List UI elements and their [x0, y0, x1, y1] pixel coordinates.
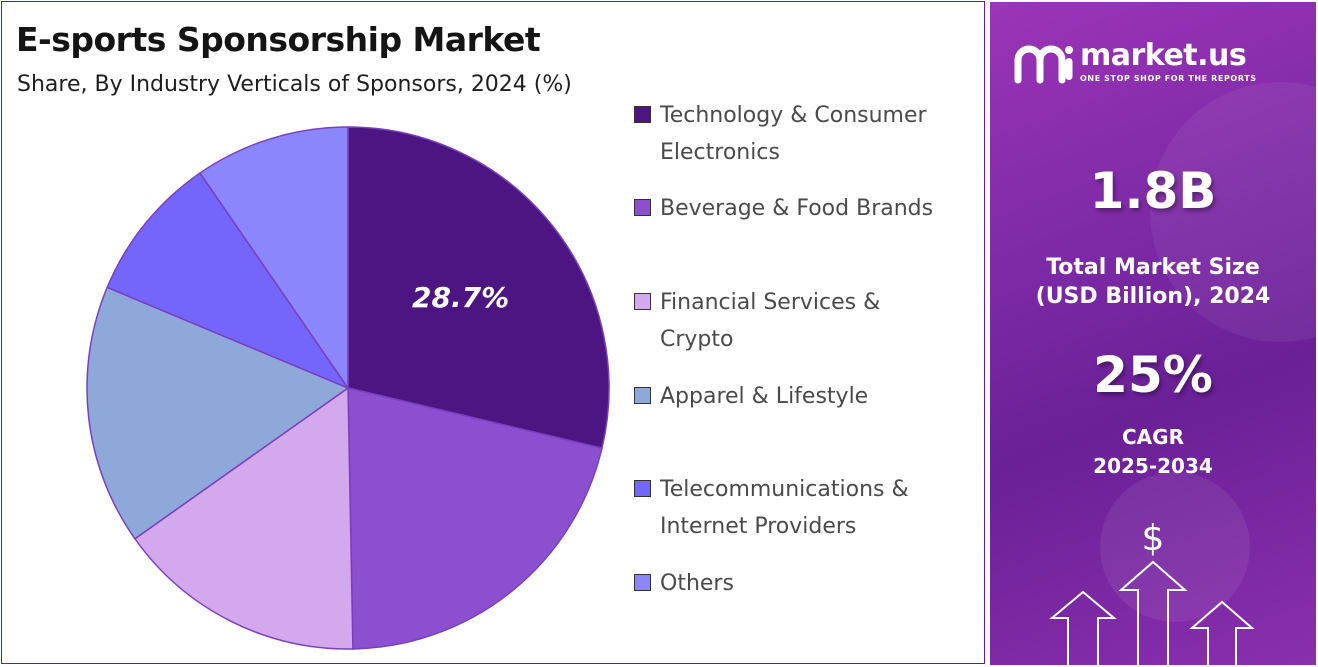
legend-swatch	[634, 106, 651, 123]
market-us-logo-icon	[1014, 45, 1073, 84]
legend-label: Telecommunications & Internet Providers	[660, 477, 909, 539]
legend-item-financial: Financial Services & Crypto	[634, 284, 930, 358]
pie-slice-5	[106, 172, 351, 390]
pie-slice-3	[133, 386, 354, 650]
legend-swatch	[634, 387, 651, 404]
pie-data-label: 28.7%	[412, 281, 509, 314]
market-size-label-line2: (USD Billion), 2024	[1035, 284, 1271, 309]
legend-label: Beverage & Food Brands	[660, 196, 934, 221]
brand-logo: market.us ONE STOP SHOP FOR THE REPORTS	[1012, 40, 1257, 84]
legend-label: Technology & Consumer Electronics	[660, 103, 927, 165]
legend-swatch	[634, 199, 651, 216]
background-glow	[1100, 472, 1250, 622]
legend-swatch	[634, 293, 651, 310]
chart-subtitle: Share, By Industry Verticals of Sponsors…	[17, 72, 572, 97]
cagr-value: 25%	[1093, 346, 1213, 404]
legend-item-technology: Technology & Consumer Electronics	[634, 97, 980, 171]
legend-item-others: Others	[634, 565, 980, 602]
market-size-value: 1.8B	[1089, 162, 1217, 220]
cagr-label-line1: CAGR	[1122, 425, 1184, 449]
pie-slice-2	[347, 387, 603, 650]
chart-title: E-sports Sponsorship Market	[16, 20, 541, 59]
legend-item-apparel: Apparel & Lifestyle	[634, 378, 980, 415]
legend-label: Financial Services & Crypto	[660, 290, 881, 352]
legend-label: Apparel & Lifestyle	[660, 384, 869, 409]
legend-item-telecom: Telecommunications & Internet Providers	[634, 471, 960, 545]
pie-slice-1	[347, 126, 610, 450]
brand-name: market.us	[1080, 38, 1247, 73]
chart-panel: E-sports Sponsorship Market Share, By In…	[1, 1, 985, 664]
summary-panel: market.us ONE STOP SHOP FOR THE REPORTS …	[990, 2, 1316, 665]
dollar-icon: $	[1141, 518, 1165, 559]
legend-label: Others	[660, 571, 734, 596]
pie-slice-4	[86, 286, 350, 540]
legend-swatch	[634, 480, 651, 497]
legend-item-beverage: Beverage & Food Brands	[634, 190, 980, 227]
growth-arrows-icon	[1049, 560, 1255, 665]
market-size-label-line1: Total Market Size	[1046, 255, 1260, 280]
cagr-label-line2: 2025-2034	[1093, 454, 1213, 478]
pie-chart: 28.7%	[86, 126, 610, 650]
pie-slice-6	[198, 126, 349, 391]
legend-swatch	[634, 574, 651, 591]
brand-tagline: ONE STOP SHOP FOR THE REPORTS	[1080, 74, 1257, 83]
